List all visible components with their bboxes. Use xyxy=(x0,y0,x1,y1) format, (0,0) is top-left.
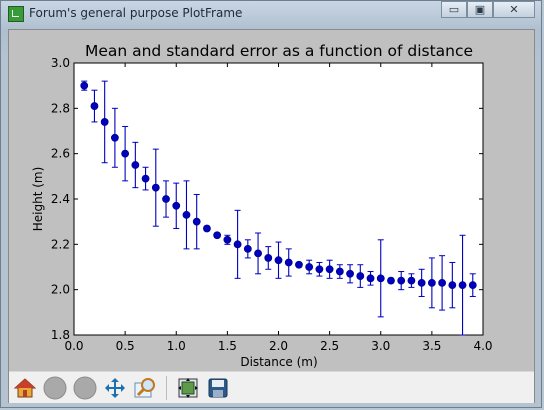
axes-frame xyxy=(73,62,484,336)
y-tick-label: 2.6 xyxy=(51,147,70,161)
save-icon xyxy=(208,378,228,398)
title-bar[interactable]: Forum's general purpose PlotFrame ▭ ▣ ✕ xyxy=(1,1,541,27)
data-point xyxy=(335,267,344,276)
y-tick-label: 1.8 xyxy=(51,328,70,342)
data-point xyxy=(223,235,232,244)
forward-button[interactable] xyxy=(72,375,98,401)
data-point xyxy=(376,274,385,283)
data-point xyxy=(407,276,416,285)
chart-title: Mean and standard error as a function of… xyxy=(85,42,473,60)
pan-arrows-icon xyxy=(105,378,125,398)
data-point xyxy=(151,183,160,192)
data-point xyxy=(346,269,354,278)
plot-canvas-area: Mean and standard error as a function of… xyxy=(8,29,535,403)
data-point xyxy=(387,276,395,285)
data-point xyxy=(305,263,314,271)
data-point xyxy=(233,240,242,249)
x-tick-label: 1.0 xyxy=(167,339,186,353)
x-tick-label: 3.0 xyxy=(371,339,390,353)
data-point xyxy=(90,102,99,110)
x-tick-label: 4.0 xyxy=(473,339,492,353)
save-button[interactable] xyxy=(205,375,231,401)
data-point xyxy=(203,224,211,233)
data-point xyxy=(397,276,406,285)
home-icon xyxy=(14,378,36,398)
data-point xyxy=(315,265,324,274)
data-point xyxy=(254,249,262,258)
data-point xyxy=(468,281,477,290)
forward-icon xyxy=(73,376,97,400)
x-axis-label: Distance (m) xyxy=(240,355,317,369)
x-tick-label: 2.5 xyxy=(320,339,339,353)
zoom-icon xyxy=(134,378,155,398)
data-point xyxy=(295,260,303,269)
data-point xyxy=(448,281,457,290)
data-point xyxy=(213,231,222,240)
data-point xyxy=(111,133,119,142)
y-tick-label: 2.2 xyxy=(51,237,70,251)
data-point xyxy=(182,210,191,219)
data-point xyxy=(80,81,89,90)
x-tick-label: 2.0 xyxy=(269,339,288,353)
window-title: Forum's general purpose PlotFrame xyxy=(29,6,243,20)
data-point xyxy=(284,258,293,267)
x-tick-label: 0.5 xyxy=(116,339,135,353)
app-icon xyxy=(8,6,24,22)
zoom-button[interactable] xyxy=(132,375,158,401)
data-point xyxy=(274,256,283,265)
x-tick-label: 1.5 xyxy=(218,339,237,353)
data-point xyxy=(325,265,334,274)
data-point xyxy=(427,278,436,287)
subplots-button[interactable] xyxy=(175,375,201,401)
toolbar-separator xyxy=(166,376,167,400)
y-tick-label: 2.4 xyxy=(51,192,70,206)
x-tick-label: 0.0 xyxy=(64,339,83,353)
minimize-button[interactable]: ▭ xyxy=(441,1,467,18)
data-point xyxy=(121,149,130,158)
y-tick-label: 2.8 xyxy=(51,101,70,115)
data-point xyxy=(172,201,181,210)
data-point xyxy=(100,118,109,126)
data-point xyxy=(356,272,365,280)
y-tick-label: 3.0 xyxy=(51,56,70,70)
data-point xyxy=(264,254,273,262)
data-point xyxy=(131,161,140,169)
caption-buttons: ▭ ▣ ✕ xyxy=(441,1,535,19)
data-point xyxy=(366,274,375,283)
pan-button[interactable] xyxy=(102,375,128,401)
y-axis-label: Height (m) xyxy=(31,167,45,232)
data-point xyxy=(417,278,426,287)
back-icon xyxy=(43,376,67,400)
data-point xyxy=(243,244,252,253)
data-point xyxy=(458,281,467,290)
maximize-button[interactable]: ▣ xyxy=(467,1,493,18)
plot-canvas[interactable]: Mean and standard error as a function of… xyxy=(9,30,534,371)
y-tick-label: 2.0 xyxy=(51,283,70,297)
back-button[interactable] xyxy=(42,375,68,401)
data-point xyxy=(438,278,446,287)
home-button[interactable] xyxy=(12,375,38,401)
data-point xyxy=(162,195,170,203)
subplots-icon xyxy=(178,378,198,398)
close-button[interactable]: ✕ xyxy=(493,1,535,18)
navigation-toolbar xyxy=(9,371,534,403)
data-point xyxy=(192,217,201,226)
data-point xyxy=(141,174,150,183)
x-tick-label: 3.5 xyxy=(422,339,441,353)
